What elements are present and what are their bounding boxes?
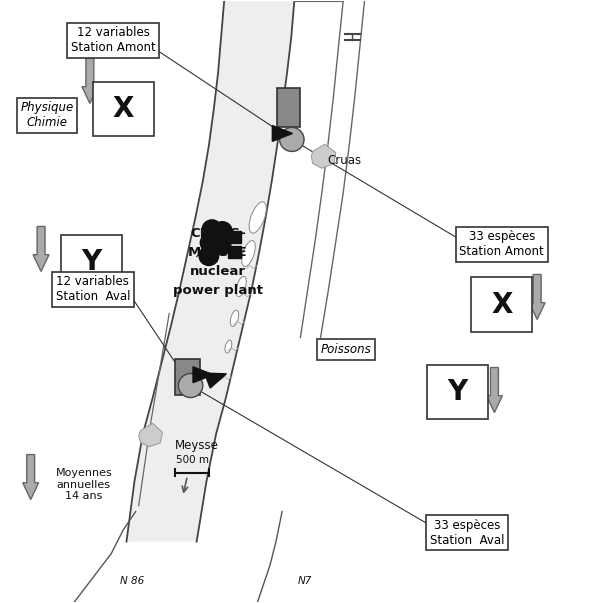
FancyBboxPatch shape (427, 365, 489, 418)
Polygon shape (193, 367, 213, 383)
Polygon shape (205, 373, 226, 388)
Text: 33 espèces
Station Amont: 33 espèces Station Amont (459, 230, 544, 259)
FancyBboxPatch shape (229, 232, 240, 243)
Circle shape (199, 246, 219, 265)
Text: N7: N7 (297, 576, 312, 586)
Polygon shape (82, 58, 98, 104)
Text: 12 variables
Station Amont: 12 variables Station Amont (70, 27, 156, 54)
Polygon shape (23, 455, 39, 499)
FancyBboxPatch shape (93, 83, 154, 136)
Polygon shape (529, 274, 545, 320)
Text: Meysse: Meysse (175, 439, 219, 452)
Circle shape (280, 127, 304, 151)
Text: Cruas: Cruas (328, 154, 362, 167)
Polygon shape (33, 227, 49, 271)
Polygon shape (487, 367, 503, 412)
Text: X: X (491, 291, 512, 318)
Text: Poissons: Poissons (321, 343, 371, 356)
Circle shape (200, 233, 220, 252)
Polygon shape (126, 1, 294, 541)
FancyBboxPatch shape (175, 359, 200, 394)
Ellipse shape (242, 241, 255, 267)
Text: Moyennes
annuelles
14 ans: Moyennes annuelles 14 ans (55, 468, 112, 501)
Ellipse shape (249, 202, 266, 233)
Text: 33 espèces
Station  Aval: 33 espèces Station Aval (430, 519, 504, 546)
Text: CRUAS-
MEYSSE
nuclear
power plant: CRUAS- MEYSSE nuclear power plant (173, 227, 263, 297)
FancyBboxPatch shape (471, 277, 532, 332)
Polygon shape (272, 125, 292, 141)
Text: Y: Y (82, 248, 102, 277)
FancyBboxPatch shape (229, 245, 240, 257)
Circle shape (178, 373, 203, 397)
FancyBboxPatch shape (61, 236, 122, 289)
Text: N 86: N 86 (120, 576, 145, 586)
Ellipse shape (230, 310, 238, 326)
Text: 500 m: 500 m (176, 455, 209, 466)
Polygon shape (139, 423, 162, 447)
FancyBboxPatch shape (277, 89, 300, 127)
Polygon shape (311, 144, 336, 168)
Text: X: X (113, 95, 134, 124)
Ellipse shape (225, 340, 232, 353)
Text: Y: Y (447, 377, 468, 406)
Ellipse shape (236, 276, 246, 297)
Circle shape (202, 220, 222, 239)
Text: 12 variables
Station  Aval: 12 variables Station Aval (56, 276, 130, 303)
Text: Physique
Chimie: Physique Chimie (20, 101, 74, 130)
Circle shape (211, 236, 231, 254)
Circle shape (213, 222, 232, 241)
